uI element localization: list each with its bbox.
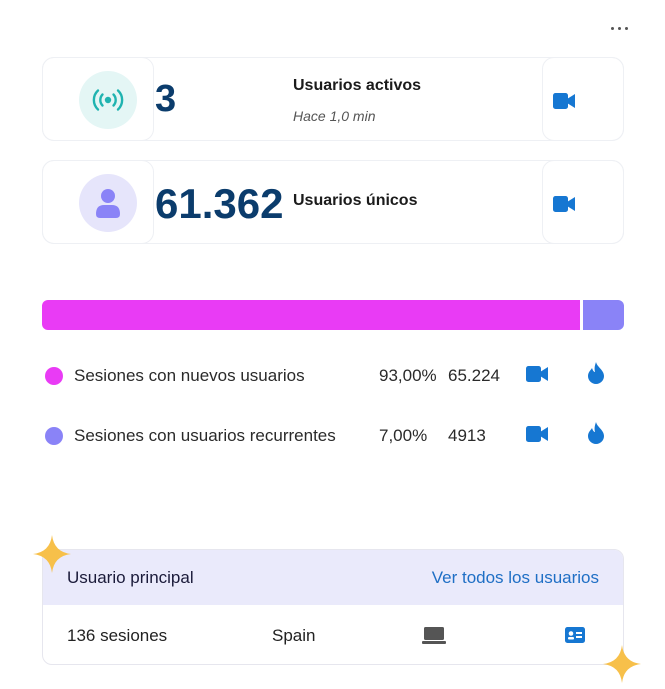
unique-users-count: 61.362	[155, 180, 284, 227]
legend-dot	[45, 427, 63, 445]
active-users-card: 3 Usuarios activos Hace 1,0 min	[42, 57, 624, 141]
video-icon[interactable]	[553, 93, 575, 109]
video-icon[interactable]	[526, 366, 548, 382]
active-users-count: 3	[155, 78, 177, 120]
row-label: Sesiones con nuevos usuarios	[74, 366, 305, 385]
card-icon-segment	[42, 160, 154, 244]
top-user-sessions: 136 sesiones	[67, 626, 168, 645]
top-user-title: Usuario principal	[67, 568, 194, 587]
row-value: 4913	[448, 426, 486, 445]
row-percent: 93,00%	[379, 366, 437, 385]
card-action-segment	[542, 57, 624, 141]
more-options-icon[interactable]	[602, 18, 636, 38]
top-user-panel: Usuario principal Ver todos los usuarios…	[42, 549, 624, 665]
flame-icon[interactable]	[587, 362, 605, 384]
video-icon[interactable]	[553, 196, 575, 212]
active-users-title: Usuarios activos	[293, 77, 422, 94]
top-user-country: Spain	[272, 626, 316, 645]
session-row-returning: Sesiones con usuarios recurrentes 7,00% …	[42, 421, 624, 451]
new-users-bar-segment	[42, 300, 580, 330]
active-users-subtitle: Hace 1,0 min	[293, 108, 376, 124]
row-value: 65.224	[448, 366, 500, 385]
card-icon-segment	[42, 57, 154, 141]
video-icon[interactable]	[526, 426, 548, 442]
flame-icon[interactable]	[587, 422, 605, 444]
sparkle-icon	[33, 535, 71, 573]
broadcast-icon	[79, 71, 137, 129]
sparkle-icon	[603, 645, 641, 683]
row-percent: 7,00%	[379, 426, 428, 445]
laptop-icon	[422, 627, 446, 644]
row-label: Sesiones con usuarios recurrentes	[74, 426, 336, 445]
id-card-icon[interactable]	[565, 627, 585, 643]
view-all-users-link[interactable]: Ver todos los usuarios	[431, 568, 599, 587]
unique-users-card: 61.362 Usuarios únicos	[42, 160, 624, 244]
user-icon	[79, 174, 137, 232]
unique-users-title: Usuarios únicos	[293, 192, 418, 209]
card-action-segment	[542, 160, 624, 244]
returning-users-bar-segment	[583, 300, 624, 330]
top-user-row[interactable]: 136 sesiones Spain	[43, 605, 623, 664]
session-row-new: Sesiones con nuevos usuarios 93,00% 65.2…	[42, 361, 624, 391]
legend-dot	[45, 367, 63, 385]
top-user-header: Usuario principal Ver todos los usuarios	[43, 550, 623, 605]
